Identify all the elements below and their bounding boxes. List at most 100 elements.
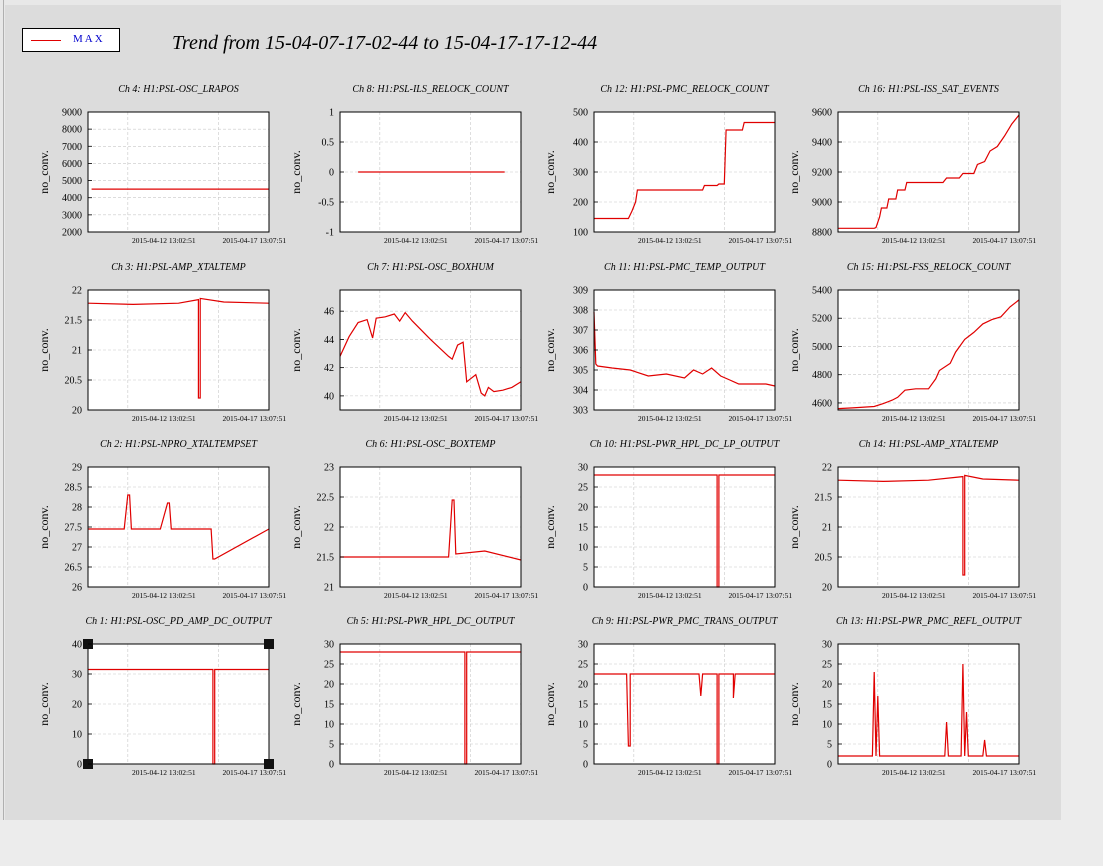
y-tick-label: 23 <box>324 463 334 474</box>
y-tick-label: 20 <box>578 503 588 514</box>
y-axis-label: no_conv. <box>543 505 557 549</box>
x-tick-label: 2015-04-12 13:02:51 <box>638 591 702 600</box>
x-tick-label: 2015-04-17 13:07:51 <box>729 768 793 777</box>
y-axis-label: no_conv. <box>37 682 51 726</box>
chart-panel: 0 5 10 15 20 25 30 2015-04-12 13:02:51 2015-04-1… <box>543 439 792 600</box>
y-tick-label: 5 <box>583 563 588 574</box>
y-tick-label: 4800 <box>812 370 832 381</box>
y-tick-label: 25 <box>822 660 832 671</box>
y-tick-label: 5 <box>329 740 334 751</box>
x-tick-label: 2015-04-12 13:02:51 <box>384 591 448 600</box>
y-tick-label: 5000 <box>62 176 82 187</box>
y-tick-label: 10 <box>324 720 334 731</box>
y-tick-label: 21.5 <box>815 493 833 504</box>
x-tick-label: 2015-04-17 13:07:51 <box>223 414 287 423</box>
y-tick-label: 15 <box>822 700 832 711</box>
series-line <box>88 494 270 560</box>
x-tick-label: 2015-04-12 13:02:51 <box>132 236 196 245</box>
x-tick-label: 2015-04-17 13:07:51 <box>729 236 793 245</box>
chart-panel: 303 304 305 306 307 308 309 2015-04-12 13:02:51… <box>543 262 792 423</box>
selection-handle <box>264 639 274 649</box>
chart-panel: 8800 9000 9200 9400 9600 2015-04-12 13:02:51 2… <box>787 84 1036 245</box>
y-axis-label: no_conv. <box>543 150 557 194</box>
y-tick-label: 29 <box>72 463 82 474</box>
x-tick-label: 2015-04-17 13:07:51 <box>973 236 1037 245</box>
y-tick-label: 25 <box>578 660 588 671</box>
legend: MAX <box>22 28 120 52</box>
y-axis-label: no_conv. <box>289 505 303 549</box>
y-tick-label: 303 <box>573 406 588 417</box>
y-tick-label: 307 <box>573 326 588 337</box>
y-tick-label: 305 <box>573 366 588 377</box>
y-tick-label: 20.5 <box>815 553 833 564</box>
panel-title: Ch 15: H1:PSL-FSS_RELOCK_COUNT <box>847 262 1012 273</box>
y-tick-label: 20 <box>822 583 832 594</box>
panel-title: Ch 16: H1:PSL-ISS_SAT_EVENTS <box>858 84 999 95</box>
x-tick-label: 2015-04-12 13:02:51 <box>132 414 196 423</box>
y-tick-label: 6000 <box>62 159 82 170</box>
x-tick-label: 2015-04-12 13:02:51 <box>384 414 448 423</box>
panel-title: Ch 2: H1:PSL-NPRO_XTALTEMPSET <box>100 439 258 450</box>
y-tick-label: 0 <box>827 760 832 771</box>
y-tick-label: 30 <box>578 463 588 474</box>
y-tick-label: 21.5 <box>65 316 83 327</box>
legend-swatch <box>31 40 61 41</box>
y-tick-label: 0 <box>77 760 82 771</box>
y-tick-label: 20 <box>324 680 334 691</box>
y-tick-label: 22 <box>72 286 82 297</box>
y-tick-label: 27.5 <box>65 523 83 534</box>
panel-title: Ch 12: H1:PSL-PMC_RELOCK_COUNT <box>600 84 770 95</box>
panel-title: Ch 13: H1:PSL-PWR_PMC_REFL_OUTPUT <box>836 616 1022 627</box>
y-tick-label: 15 <box>324 700 334 711</box>
panel-title: Ch 8: H1:PSL-ILS_RELOCK_COUNT <box>352 84 510 95</box>
y-tick-label: 30 <box>324 640 334 651</box>
x-tick-label: 2015-04-12 13:02:51 <box>132 768 196 777</box>
y-tick-label: 21 <box>822 523 832 534</box>
x-tick-label: 2015-04-17 13:07:51 <box>729 414 793 423</box>
y-tick-label: 9200 <box>812 168 832 179</box>
y-tick-label: 1 <box>329 108 334 119</box>
chart-panel: 0 10 20 30 40 2015-04-12 13:02:51 2015-04-17 1… <box>37 616 286 777</box>
y-tick-label: 20 <box>72 700 82 711</box>
legend-label: MAX <box>73 33 105 45</box>
y-tick-label: 28 <box>72 503 82 514</box>
chart-panel: 21 21.5 22 22.5 23 2015-04-12 13:02:51 2015-04… <box>289 439 538 600</box>
x-tick-label: 2015-04-17 13:07:51 <box>729 591 793 600</box>
y-tick-label: 8800 <box>812 228 832 239</box>
plot-frame <box>339 289 522 411</box>
y-tick-label: 25 <box>578 483 588 494</box>
y-tick-label: 10 <box>578 543 588 554</box>
y-tick-label: 500 <box>573 108 588 119</box>
y-tick-label: 28.5 <box>65 483 83 494</box>
x-tick-label: 2015-04-17 13:07:51 <box>973 414 1037 423</box>
y-tick-label: 2000 <box>62 228 82 239</box>
x-tick-label: 2015-04-12 13:02:51 <box>384 236 448 245</box>
y-tick-label: 20.5 <box>65 376 83 387</box>
right-margin <box>1061 0 1103 866</box>
panel-title: Ch 10: H1:PSL-PWR_HPL_DC_LP_OUTPUT <box>590 439 781 450</box>
y-tick-label: 22.5 <box>317 493 335 504</box>
panel-title: Ch 14: H1:PSL-AMP_XTALTEMP <box>859 439 999 450</box>
y-axis-label: no_conv. <box>787 505 801 549</box>
y-tick-label: 21 <box>324 583 334 594</box>
x-tick-label: 2015-04-12 13:02:51 <box>882 591 946 600</box>
y-tick-label: 26.5 <box>65 563 83 574</box>
series-line <box>594 121 775 220</box>
y-tick-label: 309 <box>573 286 588 297</box>
series-line <box>837 474 1020 576</box>
plot-area <box>88 112 269 232</box>
y-tick-label: 400 <box>573 138 588 149</box>
chart-panel: 40 42 44 46 2015-04-12 13:02:51 2015-04-17 13… <box>289 262 538 423</box>
y-tick-label: 9000 <box>62 108 82 119</box>
y-tick-label: 20 <box>578 680 588 691</box>
y-tick-label: 9400 <box>812 138 832 149</box>
series-line <box>340 499 522 561</box>
x-tick-label: 2015-04-12 13:02:51 <box>638 236 702 245</box>
y-tick-label: 5 <box>827 740 832 751</box>
y-tick-label: 30 <box>822 640 832 651</box>
y-tick-label: -1 <box>326 228 334 239</box>
y-tick-label: 5 <box>583 740 588 751</box>
y-tick-label: 5000 <box>812 342 832 353</box>
y-tick-label: 0.5 <box>322 138 335 149</box>
chart-panel: 26 26.5 27 27.5 28 28.5 29 2015-04-12 13:02:51 2… <box>37 439 286 600</box>
